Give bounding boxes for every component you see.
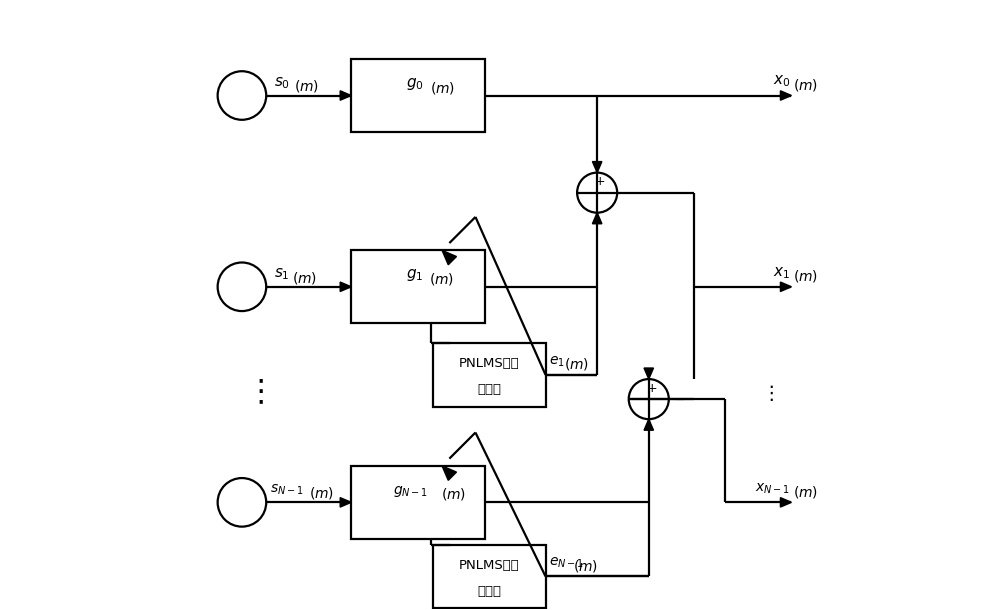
Text: PNLMS自适: PNLMS自适 [459, 559, 520, 572]
Text: $(m)$: $(m)$ [564, 356, 589, 372]
Text: $(m)$: $(m)$ [292, 270, 317, 285]
Text: $g_{N-1}$: $g_{N-1}$ [393, 484, 428, 499]
Polygon shape [442, 250, 456, 265]
Text: $e_{N-1}$: $e_{N-1}$ [549, 556, 584, 570]
Text: $(m)$: $(m)$ [294, 78, 319, 95]
Bar [351, 466, 485, 539]
Polygon shape [340, 498, 351, 507]
Text: $\vdots$: $\vdots$ [245, 379, 263, 407]
Text: $g_0$: $g_0$ [406, 76, 424, 92]
Bar [351, 250, 485, 323]
Text: $x_{N-1}$: $x_{N-1}$ [755, 482, 790, 497]
Text: PNLMS自适: PNLMS自适 [459, 357, 520, 370]
Text: 应控制: 应控制 [477, 383, 501, 396]
Text: $(m)$: $(m)$ [441, 486, 466, 503]
Polygon shape [644, 419, 654, 430]
Polygon shape [340, 282, 351, 292]
Polygon shape [780, 91, 791, 100]
Text: $s_0$: $s_0$ [274, 75, 290, 91]
Text: $s_{N-1}$: $s_{N-1}$ [270, 483, 304, 498]
Text: 应控制: 应控制 [477, 584, 501, 598]
Text: $s_1$: $s_1$ [274, 266, 289, 282]
Text: $-$: $-$ [674, 393, 685, 406]
Text: $(m)$: $(m)$ [793, 77, 818, 93]
Polygon shape [340, 91, 351, 100]
Text: $e_1$: $e_1$ [549, 354, 564, 369]
Text: $g_1$: $g_1$ [406, 267, 424, 283]
Text: $x_0$: $x_0$ [773, 74, 790, 90]
Text: $-$: $-$ [622, 186, 633, 199]
Text: $(m)$: $(m)$ [309, 485, 334, 501]
Text: $x_1$: $x_1$ [773, 265, 790, 281]
Polygon shape [644, 368, 654, 379]
Text: $\vdots$: $\vdots$ [761, 383, 774, 403]
Bar [433, 545, 546, 608]
Bar [433, 343, 546, 407]
Text: +: + [646, 382, 657, 395]
Polygon shape [592, 213, 602, 224]
Text: $(m)$: $(m)$ [429, 271, 454, 287]
Bar [351, 59, 485, 132]
Text: $(m)$: $(m)$ [793, 268, 818, 284]
Text: +: + [595, 175, 605, 188]
Text: $(m)$: $(m)$ [573, 558, 599, 574]
Polygon shape [780, 282, 791, 292]
Polygon shape [780, 498, 791, 507]
Polygon shape [592, 162, 602, 173]
Text: $(m)$: $(m)$ [430, 79, 455, 96]
Polygon shape [442, 466, 456, 480]
Text: $(m)$: $(m)$ [793, 484, 818, 500]
